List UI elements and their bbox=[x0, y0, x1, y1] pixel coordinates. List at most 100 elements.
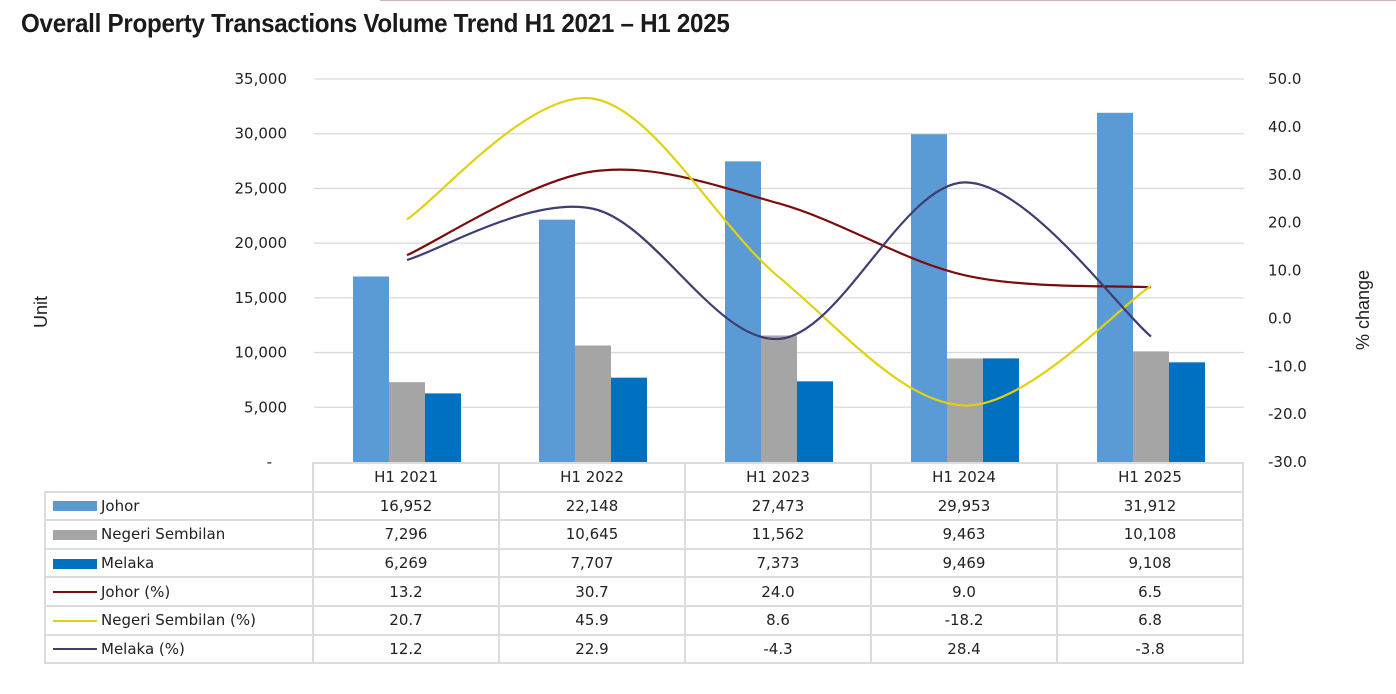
line-series bbox=[406, 97, 1152, 407]
bar-johor bbox=[725, 161, 761, 462]
right-axis-label: % change bbox=[1353, 270, 1373, 350]
legend-bar-swatch-icon bbox=[53, 501, 97, 512]
data-table-cell: 30.7 bbox=[498, 576, 686, 607]
data-table-row: Negeri Sembilan 7,296 10,645 11,562 9,463 10,… bbox=[44, 519, 1244, 550]
data-table-cell: 45.9 bbox=[498, 604, 686, 636]
data-table-cell: 10,645 bbox=[498, 519, 686, 550]
line-negeri-sembilan bbox=[406, 97, 1152, 407]
legend-label: Johor bbox=[101, 496, 140, 515]
legend-entry: Melaka (%) bbox=[44, 633, 314, 665]
bar-negeri-sembilan bbox=[761, 335, 797, 462]
data-table-cell: -4.3 bbox=[684, 633, 872, 665]
data-table-cell: 11,562 bbox=[684, 519, 872, 550]
right-axis-tick-label: 0.0 bbox=[1268, 309, 1292, 327]
data-table-cell: 31,912 bbox=[1056, 490, 1244, 522]
data-table-row: Johor (%) 13.2 30.7 24.0 9.0 6.5 bbox=[44, 576, 1244, 607]
data-table-row: Johor 16,952 22,148 27,473 29,953 31,912 bbox=[44, 490, 1244, 522]
data-table-cell: 22.9 bbox=[498, 633, 686, 665]
legend-entry: Negeri Sembilan bbox=[44, 519, 314, 550]
bar-series bbox=[353, 112, 1205, 463]
right-axis-tick-label: -30.0 bbox=[1268, 453, 1307, 471]
chart-title: Overall Property Transactions Volume Tre… bbox=[21, 8, 730, 38]
data-table-corner bbox=[45, 463, 314, 493]
right-axis-tick-label: 20.0 bbox=[1268, 214, 1301, 232]
data-table-cell: -3.8 bbox=[1056, 633, 1244, 665]
data-table-cell: 29,953 bbox=[870, 490, 1058, 522]
category-label: H1 2024 bbox=[870, 462, 1058, 493]
data-table-cell: 9.0 bbox=[870, 576, 1058, 607]
legend-line-swatch-icon bbox=[53, 619, 97, 622]
bar-johor bbox=[911, 134, 947, 462]
gridlines bbox=[314, 78, 1244, 408]
legend-label: Melaka (%) bbox=[101, 639, 185, 658]
data-table: H1 2021 H1 2022 H1 2023 H1 2024 H1 2025 … bbox=[44, 462, 1244, 665]
right-axis-ticks: -30.0 -20.0 -10.0 0.0 10.0 20.0 30.0 40.0 50.0 bbox=[1268, 70, 1307, 471]
data-table-cell: 10,108 bbox=[1056, 519, 1244, 550]
left-axis-tick-label: 15,000 bbox=[235, 289, 288, 307]
left-axis-tick-label: 5,000 bbox=[244, 398, 287, 416]
left-axis-label: Unit bbox=[31, 296, 51, 328]
bar-melaka bbox=[797, 381, 833, 462]
legend-line-swatch-icon bbox=[53, 591, 97, 594]
left-axis-tick-label: 20,000 bbox=[235, 234, 288, 252]
legend-label: Melaka bbox=[101, 554, 155, 573]
data-table-cell: 12.2 bbox=[312, 633, 500, 665]
category-label: H1 2022 bbox=[498, 462, 686, 493]
data-table-cell: 6,269 bbox=[312, 547, 500, 579]
right-axis-tick-label: 50.0 bbox=[1268, 70, 1301, 88]
legend-label: Negeri Sembilan bbox=[101, 525, 226, 544]
left-axis-tick-label: 25,000 bbox=[235, 179, 288, 197]
data-table-cell: 7,296 bbox=[312, 519, 500, 550]
line-johor bbox=[406, 168, 1152, 289]
data-table-cell: 9,469 bbox=[870, 547, 1058, 579]
right-axis-tick-label: 30.0 bbox=[1268, 166, 1301, 184]
left-axis-tick-label: 30,000 bbox=[235, 125, 288, 143]
bar-negeri-sembilan bbox=[575, 345, 611, 462]
bar-melaka bbox=[611, 377, 647, 462]
bar-melaka bbox=[425, 393, 461, 462]
legend-bar-swatch-icon bbox=[53, 558, 97, 569]
top-border-line bbox=[380, 0, 1396, 1]
data-table-cell: 7,707 bbox=[498, 547, 686, 579]
line-melaka bbox=[406, 181, 1152, 341]
data-table-cell: 9,463 bbox=[870, 519, 1058, 550]
right-axis-tick-label: 10.0 bbox=[1268, 262, 1301, 280]
left-axis-tick-label: 10,000 bbox=[235, 344, 288, 362]
bar-negeri-sembilan bbox=[1133, 351, 1169, 462]
right-axis-tick-label: 40.0 bbox=[1268, 118, 1301, 136]
data-table-cell: 13.2 bbox=[312, 576, 500, 607]
right-axis-tick-label: -10.0 bbox=[1268, 357, 1307, 375]
category-label: H1 2021 bbox=[312, 462, 500, 493]
legend-entry: Negeri Sembilan (%) bbox=[44, 604, 314, 636]
data-table-cell: 24.0 bbox=[684, 576, 872, 607]
data-table-cell: 27,473 bbox=[684, 490, 872, 522]
category-label: H1 2023 bbox=[684, 462, 872, 493]
bar-melaka bbox=[983, 358, 1019, 462]
legend-label: Johor (%) bbox=[101, 582, 171, 601]
legend-entry: Johor bbox=[44, 490, 314, 522]
data-table-row: Melaka (%) 12.2 22.9 -4.3 28.4 -3.8 bbox=[44, 633, 1244, 665]
legend-entry: Melaka bbox=[44, 547, 314, 579]
legend-entry: Johor (%) bbox=[44, 576, 314, 607]
data-table-row: Negeri Sembilan (%) 20.7 45.9 8.6 -18.2 6.8 bbox=[44, 604, 1244, 636]
bar-melaka bbox=[1169, 362, 1205, 462]
left-axis-ticks: - 5,000 10,000 15,000 20,000 25,000 30,000 35,0… bbox=[235, 70, 288, 471]
data-table-cell: 20.7 bbox=[312, 604, 500, 636]
data-table-cell: -18.2 bbox=[870, 604, 1058, 636]
bar-johor bbox=[539, 219, 575, 462]
category-label: H1 2025 bbox=[1056, 462, 1244, 493]
data-table-cell: 22,148 bbox=[498, 490, 686, 522]
left-axis-tick-label: 35,000 bbox=[235, 70, 288, 88]
data-table-cell: 9,108 bbox=[1056, 547, 1244, 579]
data-table-cell: 6.8 bbox=[1056, 604, 1244, 636]
legend-bar-swatch-icon bbox=[53, 529, 97, 540]
bar-negeri-sembilan bbox=[389, 382, 425, 462]
data-table-cell: 7,373 bbox=[684, 547, 872, 579]
bar-johor bbox=[353, 276, 389, 462]
bar-negeri-sembilan bbox=[947, 358, 983, 462]
data-table-cell: 16,952 bbox=[312, 490, 500, 522]
data-table-cell: 6.5 bbox=[1056, 576, 1244, 607]
right-axis-tick-label: -20.0 bbox=[1268, 405, 1307, 423]
data-table-cell: 8.6 bbox=[684, 604, 872, 636]
